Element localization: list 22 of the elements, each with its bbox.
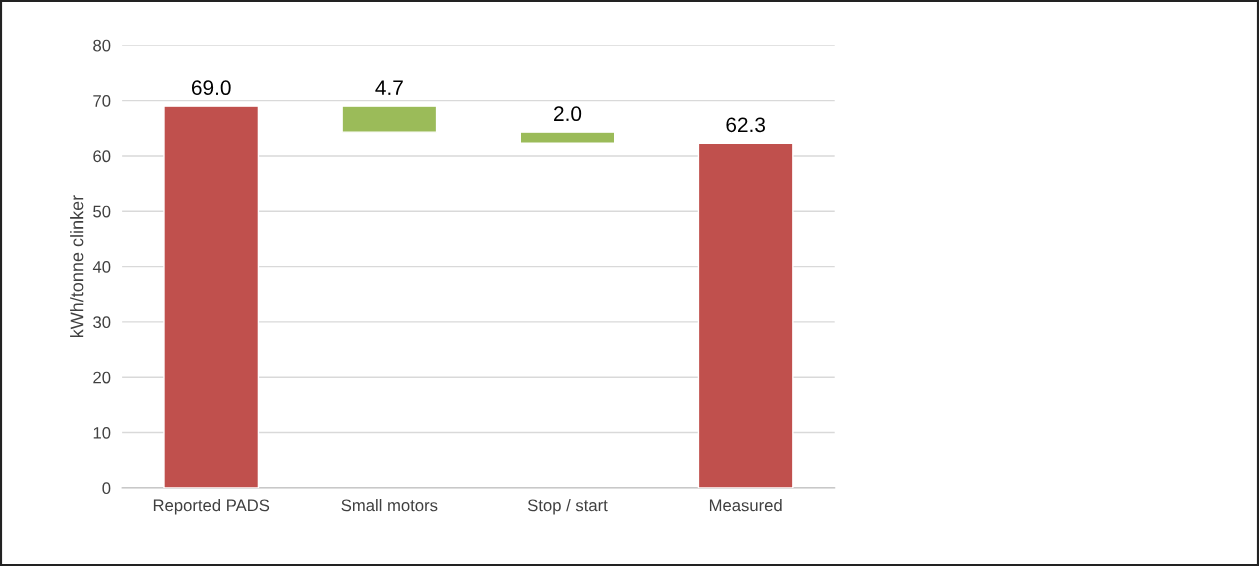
y-tick-label: 0: [102, 482, 111, 495]
x-tick-label: Reported PADS: [153, 499, 270, 515]
bar: [697, 142, 794, 488]
data-label: 69.0: [191, 80, 231, 96]
y-tick-label: 20: [93, 371, 111, 384]
x-tick-label: Stop / start: [527, 499, 608, 515]
y-tick-label: 30: [93, 316, 111, 329]
y-axis-title: kWh/tonne clinker: [70, 195, 84, 338]
data-label: 62.3: [726, 117, 765, 133]
y-tick-label: 70: [93, 95, 111, 107]
y-tick-label: 80: [93, 39, 111, 52]
y-tick-label: 60: [93, 150, 111, 163]
y-tick-label: 50: [93, 205, 111, 218]
bar: [341, 105, 438, 133]
data-label: 2.0: [554, 106, 582, 122]
x-tick-label: Small motors: [341, 499, 438, 512]
y-tick-label: 10: [93, 426, 111, 439]
bar: [163, 105, 260, 488]
data-label: 4.7: [375, 80, 403, 95]
bar: [519, 131, 616, 144]
y-tick-label: 40: [92, 260, 111, 273]
x-tick-label: Measured: [709, 499, 782, 512]
